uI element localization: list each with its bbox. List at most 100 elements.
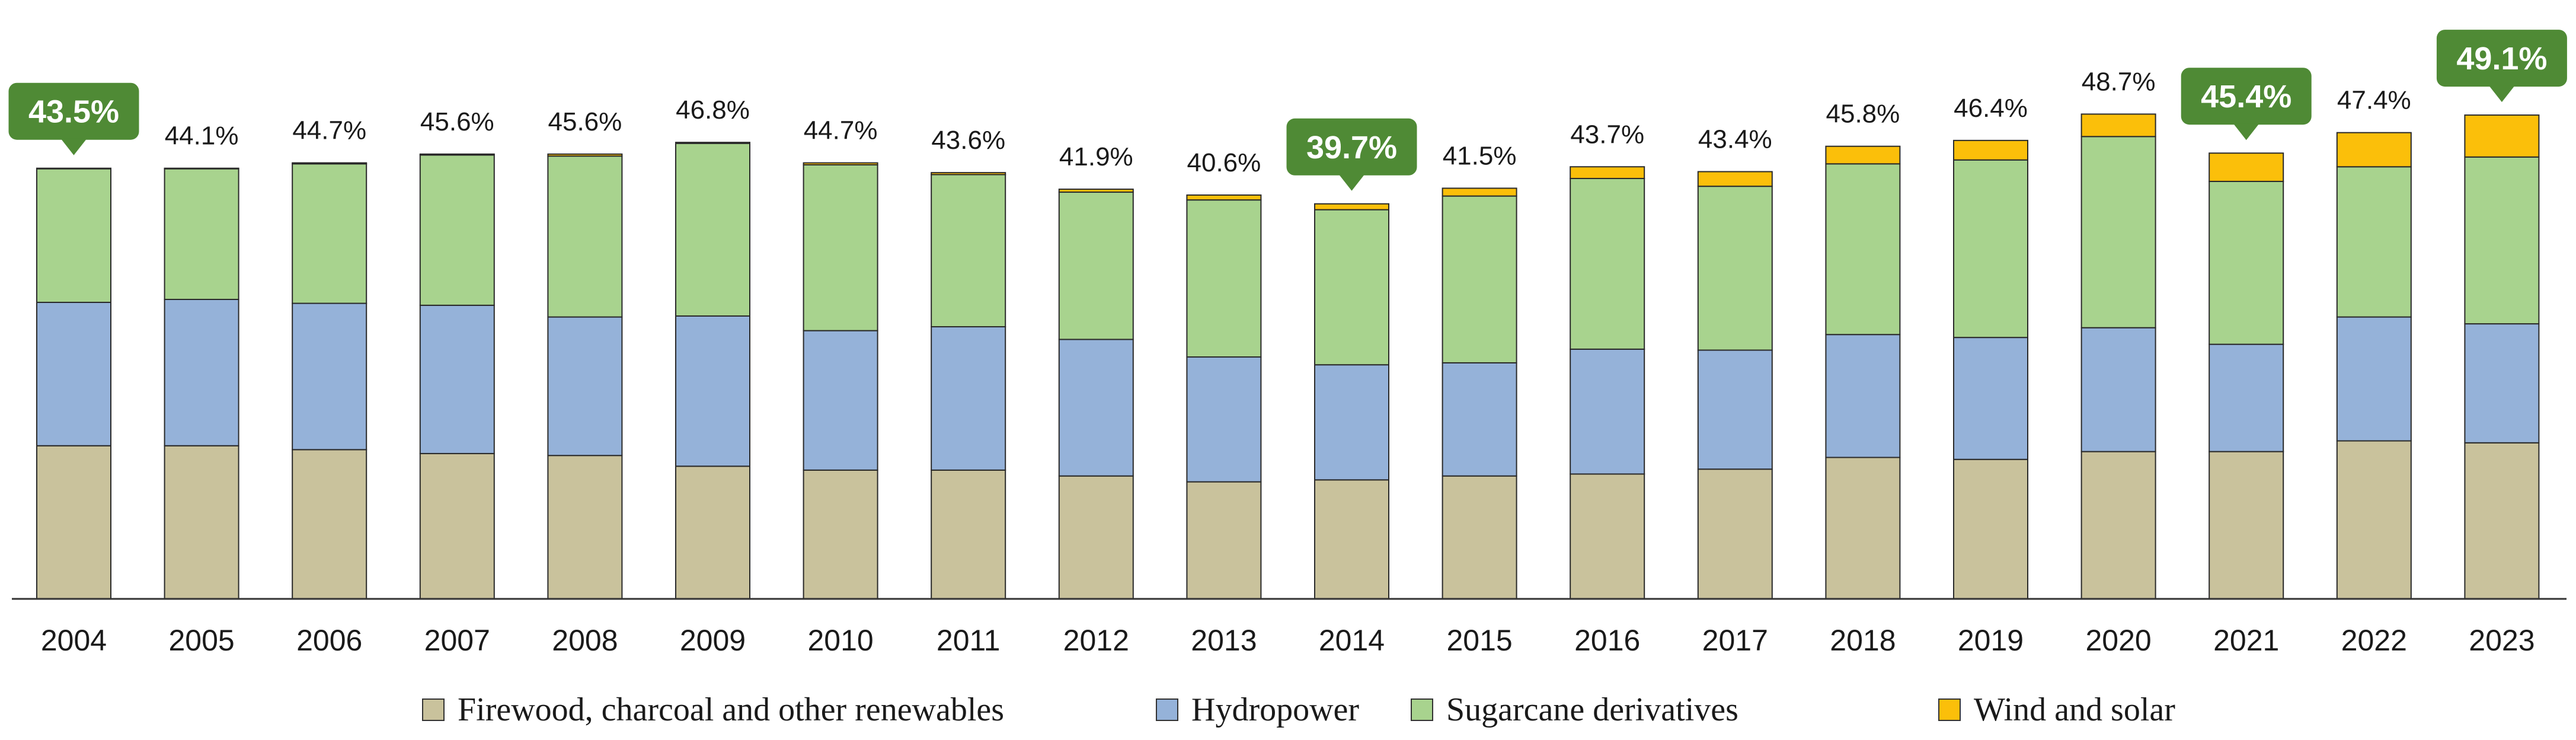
bar-segment-2007-firewood [419,452,495,600]
total-labels-layer: 43.5% 44.1% 44.7% 45.6% 45.6% 46.8% 44.7% 43.6%… [8,30,2567,191]
total-label-2017: 43.4% [1698,125,1772,154]
callout-box [1286,118,1417,176]
x-tick-2008: 2008 [552,624,618,657]
total-label-2006: 44.7% [292,116,366,145]
bars-layer [36,113,2540,600]
legend-label-sugarcane: Sugarcane derivatives [1446,691,1738,728]
bar-segment-2004-sugarcane [36,168,111,303]
bar-segment-2019-hydropower [1953,337,2028,460]
bar-segment-2007-sugarcane [419,154,495,306]
callout-pointer [1338,174,1365,191]
x-tick-2004: 2004 [41,624,107,657]
total-label: 49.1% [2456,41,2547,76]
callout-box [2436,30,2567,87]
legend-item-sugarcane: Sugarcane derivatives [1411,689,1738,731]
bar-segment-2020-sugarcane [2080,136,2156,328]
bar-segment-2017-firewood [1697,468,1773,600]
x-tick-2019: 2019 [1958,624,2024,657]
callout-box [2181,68,2312,125]
bar-segment-2017-sugarcane [1697,186,1773,351]
bar-segment-2011-sugarcane [931,174,1006,328]
callout-pointer [2488,85,2515,103]
bar-segment-2019-wind-solar [1953,139,2028,161]
total-label-2005: 44.1% [165,122,239,151]
x-tick-2009: 2009 [680,624,746,657]
total-label-2015: 41.5% [1443,141,1517,170]
total-label-2009: 46.8% [676,95,750,125]
total-label-2020: 48.7% [2082,67,2156,96]
total-callout-2014: 39.7% [1286,118,1417,191]
bar-segment-2006-sugarcane [292,163,367,304]
bar-segment-2019-sugarcane [1953,159,2028,339]
bar-segment-2021-hydropower [2209,343,2284,452]
bar-segment-2006-hydropower [292,302,367,451]
bar-segment-2015-wind-solar [1442,187,1517,197]
bar-segment-2012-sugarcane [1058,192,1134,340]
bar-segment-2007-hydropower [419,304,495,454]
bar-segment-2010-sugarcane [803,164,878,331]
total-callout-2021: 45.4% [2181,68,2312,141]
total-label: 45.4% [2201,79,2291,114]
bar-segment-2013-firewood [1186,481,1262,599]
bar-segment-2008-wind-solar [547,153,623,157]
bar-segment-2015-hydropower [1442,362,1517,477]
legend-swatch-hydropower [1156,698,1178,721]
total-label: 43.5% [28,94,119,130]
total-callout-2004: 43.5% [8,82,139,155]
bar-segment-2017-wind-solar [1697,171,1773,187]
total-label-2013: 40.6% [1187,148,1261,177]
bar-segment-2011-firewood [931,469,1006,599]
bar-segment-2012-hydropower [1058,339,1134,477]
bar-segment-2023-firewood [2464,442,2540,599]
x-tick-2007: 2007 [424,624,490,657]
total-label: 39.7% [1306,130,1397,165]
bar-segment-2015-firewood [1442,475,1517,599]
bar-segment-2022-sugarcane [2336,166,2412,318]
bar-segment-2008-hydropower [547,316,623,457]
callout-pointer [2233,123,2259,141]
total-label-2007: 45.6% [420,107,494,136]
bar-segment-2011-hydropower [931,326,1006,471]
x-tick-2015: 2015 [1446,624,1512,657]
bar-segment-2009-wind-solar [675,142,750,144]
callout-box [8,82,139,140]
legend: Firewood, charcoal and other renewables … [0,689,2576,731]
bar-segment-2021-sugarcane [2209,180,2284,345]
x-tick-2012: 2012 [1063,624,1129,657]
bar-segment-2005-hydropower [164,298,239,446]
legend-item-firewood: Firewood, charcoal and other renewables [422,689,1004,731]
total-label-2022: 47.4% [2337,86,2411,115]
bar-segment-2013-sugarcane [1186,199,1262,358]
bar-segment-2023-hydropower [2464,323,2540,444]
bar-segment-2010-hydropower [803,330,878,471]
x-tick-2006: 2006 [296,624,362,657]
bar-segment-2021-firewood [2209,451,2284,599]
bar-segment-2020-wind-solar [2080,113,2156,138]
bar-segment-2023-sugarcane [2464,156,2540,325]
bar-segment-2018-sugarcane [1825,163,1901,336]
bar-segment-2018-wind-solar [1825,145,1901,165]
bar-segment-2005-wind-solar [164,167,239,170]
x-tick-2018: 2018 [1830,624,1896,657]
legend-swatch-firewood [422,698,445,721]
bar-segment-2008-sugarcane [547,155,623,318]
bar-segment-2018-hydropower [1825,334,1901,458]
bar-segment-2020-hydropower [2080,327,2156,452]
bar-segment-2022-hydropower [2336,316,2412,442]
legend-item-wind-solar: Wind and solar [1938,689,2175,731]
x-tick-2017: 2017 [1702,624,1768,657]
bar-segment-2010-firewood [803,469,878,599]
bar-segment-2013-hydropower [1186,356,1262,483]
callout-pointer [60,138,87,155]
x-tick-2016: 2016 [1574,624,1640,657]
bar-segment-2007-wind-solar [419,153,495,156]
total-label-2018: 45.8% [1826,100,1900,129]
total-label-2010: 44.7% [804,116,878,145]
bar-segment-2019-firewood [1953,458,2028,600]
x-tick-2020: 2020 [2085,624,2151,657]
bar-segment-2015-sugarcane [1442,195,1517,363]
legend-swatch-wind-solar [1938,698,1961,721]
bar-segment-2006-wind-solar [292,162,367,165]
x-tick-2022: 2022 [2341,624,2407,657]
